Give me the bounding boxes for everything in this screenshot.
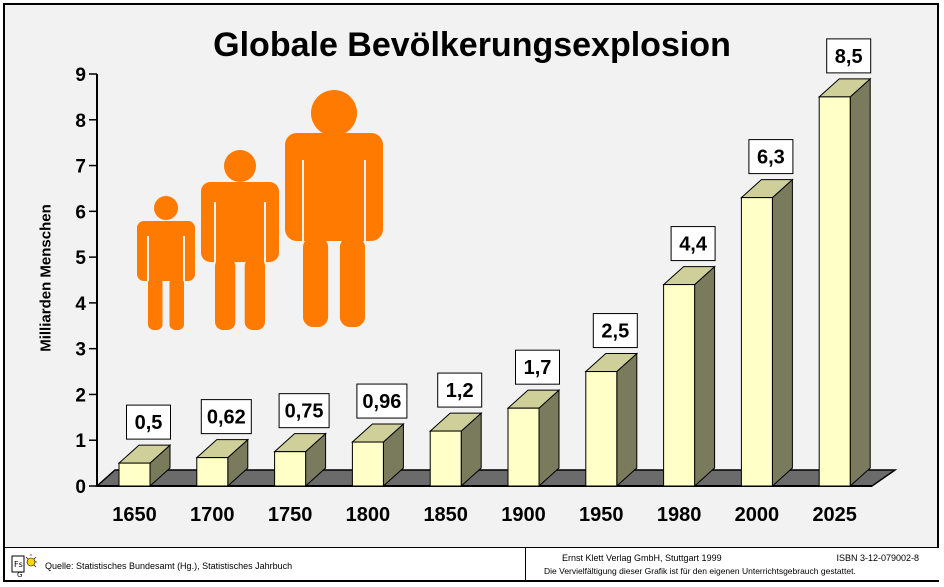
y-axis-label: Milliarden Menschen bbox=[37, 204, 55, 352]
value-label: 0,5 bbox=[135, 412, 163, 434]
x-tick-label: 1750 bbox=[268, 504, 313, 526]
y-tick-label: 9 bbox=[75, 65, 86, 86]
value-label: 0,96 bbox=[362, 391, 401, 413]
bar-side bbox=[849, 77, 871, 488]
bar bbox=[118, 462, 151, 487]
value-label-box bbox=[592, 313, 638, 349]
svg-text:Fs: Fs bbox=[14, 560, 23, 569]
value-label: 8,5 bbox=[835, 46, 863, 68]
bar bbox=[818, 96, 851, 487]
y-tick-label: 8 bbox=[75, 111, 86, 132]
x-tick-label: 1900 bbox=[501, 504, 546, 526]
value-label-box bbox=[278, 393, 330, 429]
klett-logo-icon: Fs G bbox=[11, 554, 37, 578]
bar bbox=[663, 284, 696, 487]
svg-text:G: G bbox=[17, 571, 22, 578]
bar bbox=[351, 441, 384, 487]
y-tick-label: 0 bbox=[75, 477, 86, 498]
x-tick-label: 1700 bbox=[190, 504, 235, 526]
y-tick-label: 2 bbox=[75, 385, 86, 406]
chart-title: Globale Bevölkerungsexplosion bbox=[213, 26, 731, 64]
value-label: 1,7 bbox=[524, 357, 552, 379]
value-label-box bbox=[200, 399, 252, 435]
value-label: 1,2 bbox=[446, 380, 474, 402]
footer-publisher: Ernst Klett Verlag GmbH, Stuttgart 1999 … bbox=[526, 547, 939, 580]
bar bbox=[196, 457, 229, 487]
y-tick-label: 1 bbox=[75, 431, 86, 452]
y-tick-label: 4 bbox=[75, 294, 86, 315]
bar bbox=[507, 407, 540, 487]
y-tick-label: 7 bbox=[75, 157, 86, 178]
value-label-box bbox=[437, 372, 483, 408]
y-tick-label: 5 bbox=[75, 248, 86, 269]
value-label-box bbox=[515, 349, 560, 385]
bar bbox=[429, 430, 462, 487]
value-label: 0,75 bbox=[285, 401, 324, 423]
x-tick-label: 2025 bbox=[812, 504, 857, 526]
x-tick-label: 2000 bbox=[735, 504, 780, 526]
bar-side bbox=[694, 265, 716, 488]
x-tick-label: 1980 bbox=[657, 504, 702, 526]
bar-side bbox=[616, 352, 638, 488]
x-tick-label: 1950 bbox=[579, 504, 624, 526]
value-label-box bbox=[826, 38, 872, 74]
y-tick-label: 3 bbox=[75, 340, 86, 361]
value-label: 6,3 bbox=[757, 147, 785, 169]
value-label: 0,62 bbox=[207, 407, 246, 429]
copyright-text: Die Vervielfältigung dieser Grafik ist f… bbox=[544, 566, 856, 576]
value-label-box bbox=[126, 404, 171, 440]
value-label-box bbox=[356, 383, 408, 419]
bar bbox=[274, 451, 307, 487]
footer-source: Fs G Quelle: Statistisches Bundesamt (Hg… bbox=[5, 547, 526, 580]
person-figure-icon bbox=[201, 150, 279, 330]
y-tick-label: 6 bbox=[75, 202, 86, 223]
person-figure-icon bbox=[285, 90, 383, 327]
bar bbox=[740, 197, 773, 487]
person-figure-icon bbox=[137, 196, 195, 330]
value-label: 4,4 bbox=[679, 234, 708, 256]
value-label-box bbox=[748, 139, 794, 175]
x-tick-label: 1800 bbox=[346, 504, 391, 526]
bar bbox=[585, 371, 618, 487]
source-text: Quelle: Statistisches Bundesamt (Hg.), S… bbox=[45, 561, 293, 571]
x-tick-label: 1650 bbox=[112, 504, 157, 526]
value-label-box bbox=[670, 226, 716, 262]
bar-side bbox=[771, 178, 793, 488]
x-tick-label: 1850 bbox=[423, 504, 468, 526]
value-label: 2,5 bbox=[601, 321, 629, 343]
publisher-text: Ernst Klett Verlag GmbH, Stuttgart 1999 bbox=[562, 553, 722, 563]
isbn-text: ISBN 3-12-079002-8 bbox=[836, 553, 919, 563]
